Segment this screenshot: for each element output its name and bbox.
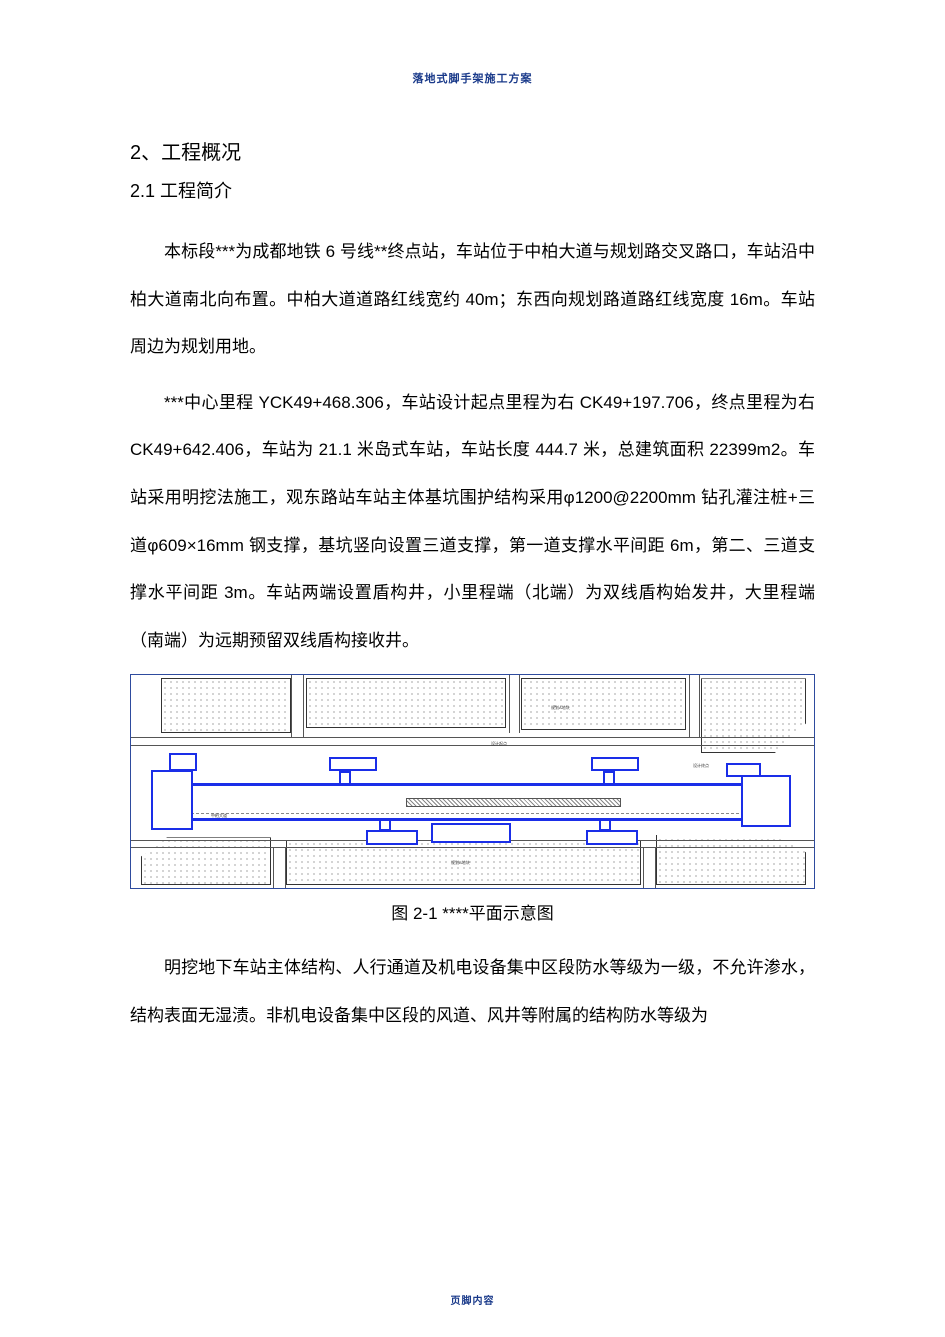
road-edge-4 xyxy=(131,847,814,848)
vroad-left-4 xyxy=(285,847,286,888)
vroad-right-4 xyxy=(655,847,656,888)
paragraph-1: 本标段***为成都地铁 6 号线**终点站，车站位于中柏大道与规划路交叉路口，车… xyxy=(130,228,815,371)
exit-right-1 xyxy=(726,763,761,777)
label-block-a: 规划A地块 xyxy=(551,705,570,711)
exit-bottom-1 xyxy=(366,830,418,845)
exit-left-1 xyxy=(169,753,197,771)
drawing-canvas: 规划A地块 规划B地块 设计起点 设计终点 中柏大道 xyxy=(131,675,814,888)
exit-top-2-stair xyxy=(603,771,615,785)
hatch-area-top-right xyxy=(701,678,806,753)
paragraph-2: ***中心里程 YCK49+468.306，车站设计起点里程为右 CK49+19… xyxy=(130,379,815,665)
vroad-mid-1 xyxy=(509,675,510,733)
road-edge-1 xyxy=(131,737,814,738)
vroad-mid-2 xyxy=(519,675,520,733)
vroad-right-3 xyxy=(643,847,644,888)
page-header-title: 落地式脚手架施工方案 xyxy=(130,70,815,86)
figure-plan-diagram: 规划A地块 规划B地块 设计起点 设计终点 中柏大道 xyxy=(130,674,815,889)
hatch-area-top-left xyxy=(161,678,291,733)
platform-center xyxy=(406,798,621,807)
vroad-right-2 xyxy=(699,675,700,737)
exit-top-1 xyxy=(329,757,377,771)
hatch-area-bottom-left xyxy=(141,837,271,885)
subsection-title: 2.1 工程简介 xyxy=(130,177,815,203)
exit-bottom-3-stair xyxy=(599,819,611,831)
page-footer-text: 页脚内容 xyxy=(0,1292,945,1307)
label-road: 中柏大道 xyxy=(211,813,227,819)
section-title: 2、工程概况 xyxy=(130,136,815,165)
label-start: 设计起点 xyxy=(491,741,507,747)
exit-top-2 xyxy=(591,757,639,771)
road-edge-2 xyxy=(131,745,814,746)
vroad-right-1 xyxy=(689,675,690,737)
hatch-area-bottom-right xyxy=(656,830,806,885)
exit-bottom-2 xyxy=(431,823,511,843)
hatch-area-top-mid2 xyxy=(521,678,686,730)
vroad-left-3 xyxy=(273,847,274,888)
exit-bottom-3 xyxy=(586,830,638,845)
figure-caption: 图 2-1 ****平面示意图 xyxy=(130,899,815,924)
hatch-area-top-mid1 xyxy=(306,678,506,728)
vroad-left-1 xyxy=(291,675,292,737)
exit-top-1-stair xyxy=(339,771,351,785)
shield-shaft-left xyxy=(151,770,193,830)
label-block-b: 规划B地块 xyxy=(451,860,470,866)
paragraph-3: 明挖地下车站主体结构、人行通道及机电设备集中区段防水等级为一级，不允许渗水，结构… xyxy=(130,944,815,1039)
shield-shaft-right xyxy=(741,775,791,827)
exit-bottom-1-stair xyxy=(379,819,391,831)
label-end: 设计终点 xyxy=(693,763,709,769)
vroad-left-2 xyxy=(303,675,304,737)
